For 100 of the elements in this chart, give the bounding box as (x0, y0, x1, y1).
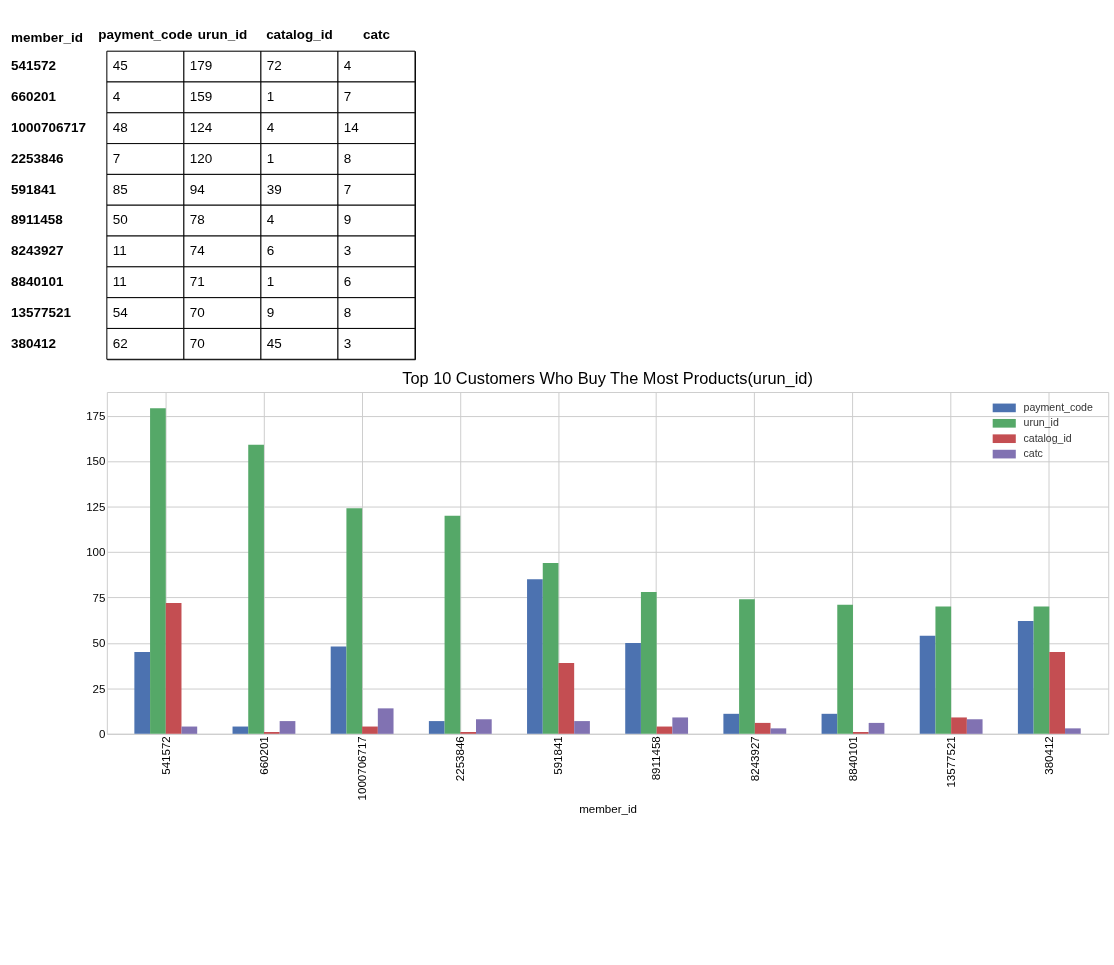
data-label: 72 (266, 58, 282, 74)
y-tick-label: 541572 (11, 58, 57, 74)
y-tick-label: 380412 (11, 335, 57, 351)
y-tick-label: 660201 (11, 89, 57, 105)
y-tick-label: 75 (92, 591, 106, 604)
data-label: 159 (189, 89, 213, 105)
bar (935, 606, 952, 734)
data-label: 120 (189, 150, 213, 166)
data-label: 3 (343, 335, 352, 351)
data-label: 45 (266, 335, 282, 351)
y-tick-label: 8911458 (11, 212, 64, 228)
x-tick-label: 2253846 (454, 736, 467, 782)
bar (574, 721, 590, 734)
data-label: 4 (112, 89, 121, 105)
bar (346, 508, 363, 734)
data-label: 45 (112, 58, 128, 74)
legend-label: payment_code (1023, 400, 1093, 413)
data-label: 7 (343, 181, 352, 197)
x-tick-label: 8840101 (846, 736, 859, 782)
bar (279, 721, 296, 734)
data-label: 7 (343, 89, 352, 105)
data-label: 94 (189, 181, 206, 197)
data-label: 78 (189, 212, 205, 228)
x-tick-label: 8243927 (748, 736, 761, 782)
bar (754, 722, 771, 734)
bar (362, 726, 378, 734)
y-tick-label: 100 (86, 546, 106, 559)
chart-title: Top 10 Customers Who Buy The Most Products(urun_id) (402, 369, 813, 389)
bar (248, 444, 264, 734)
data-label: 11 (112, 243, 127, 259)
data-label: 1 (266, 150, 275, 166)
bar (134, 651, 151, 734)
y-tick-label: 8243927 (11, 243, 64, 259)
data-label: 6 (343, 274, 352, 290)
data-label: 70 (189, 304, 205, 320)
y-axis-title: member_id (11, 30, 83, 46)
x-tick-label: 591841 (552, 736, 565, 775)
y-tick-label: 175 (86, 409, 106, 422)
y-tick-label: 25 (92, 682, 106, 695)
x-tick-label: catc (362, 27, 391, 43)
data-label: 1 (266, 274, 275, 290)
legend-label: catalog_id (1023, 431, 1072, 444)
data-label: 48 (112, 120, 128, 136)
y-tick-label: 1000706717 (11, 120, 86, 136)
data-label: 39 (266, 181, 282, 197)
x-tick-label: payment_code (98, 27, 194, 43)
y-tick-label: 50 (92, 637, 106, 650)
bar (181, 726, 198, 734)
bar (625, 642, 641, 734)
data-label: 50 (112, 212, 128, 228)
bar (837, 604, 853, 734)
data-label: 54 (112, 304, 129, 320)
bar (232, 726, 249, 734)
bar (558, 662, 575, 734)
x-tick-label: urun_id (197, 27, 248, 43)
y-tick-label: 0 (99, 728, 106, 741)
bar (966, 719, 983, 734)
bar (1049, 651, 1066, 734)
bar (377, 708, 394, 734)
x-tick-label: 13577521 (945, 736, 957, 788)
legend-label: urun_id (1023, 416, 1059, 429)
bar (770, 728, 787, 734)
bar (1033, 606, 1050, 734)
bar (656, 726, 673, 734)
x-tick-label: 8911458 (650, 736, 663, 781)
data-label: 3 (343, 243, 352, 259)
data-label: 4 (266, 212, 275, 228)
bar (444, 515, 461, 734)
data-label: 14 (343, 120, 360, 136)
data-label: 71 (189, 274, 205, 290)
data-label: 179 (189, 58, 213, 74)
x-tick-label: 380412 (1043, 736, 1056, 775)
bar (476, 719, 492, 734)
y-tick-label: 2253846 (11, 150, 64, 166)
bar (672, 717, 689, 734)
data-label: 11 (112, 274, 127, 290)
data-label: 9 (266, 304, 275, 320)
bar (868, 722, 885, 734)
bar (150, 408, 166, 734)
data-label: 8 (343, 304, 352, 320)
bar (1017, 621, 1034, 734)
bar (640, 592, 657, 734)
bar (542, 562, 559, 734)
x-tick-label: 541572 (159, 736, 172, 775)
bar (165, 602, 182, 734)
data-label: 7 (112, 150, 121, 166)
data-label: 8 (343, 150, 352, 166)
bar (527, 579, 543, 734)
x-tick-label: 1000706717 (355, 736, 368, 801)
data-label: 85 (112, 181, 128, 197)
data-label: 9 (343, 212, 352, 228)
data-label: 4 (343, 58, 352, 74)
bar (821, 713, 838, 734)
data-label: 74 (189, 243, 206, 259)
bar (723, 713, 740, 734)
bar (428, 721, 445, 734)
y-tick-label: 8840101 (11, 274, 65, 290)
bar (919, 635, 936, 734)
y-tick-label: 125 (86, 500, 106, 513)
bar (330, 646, 347, 734)
